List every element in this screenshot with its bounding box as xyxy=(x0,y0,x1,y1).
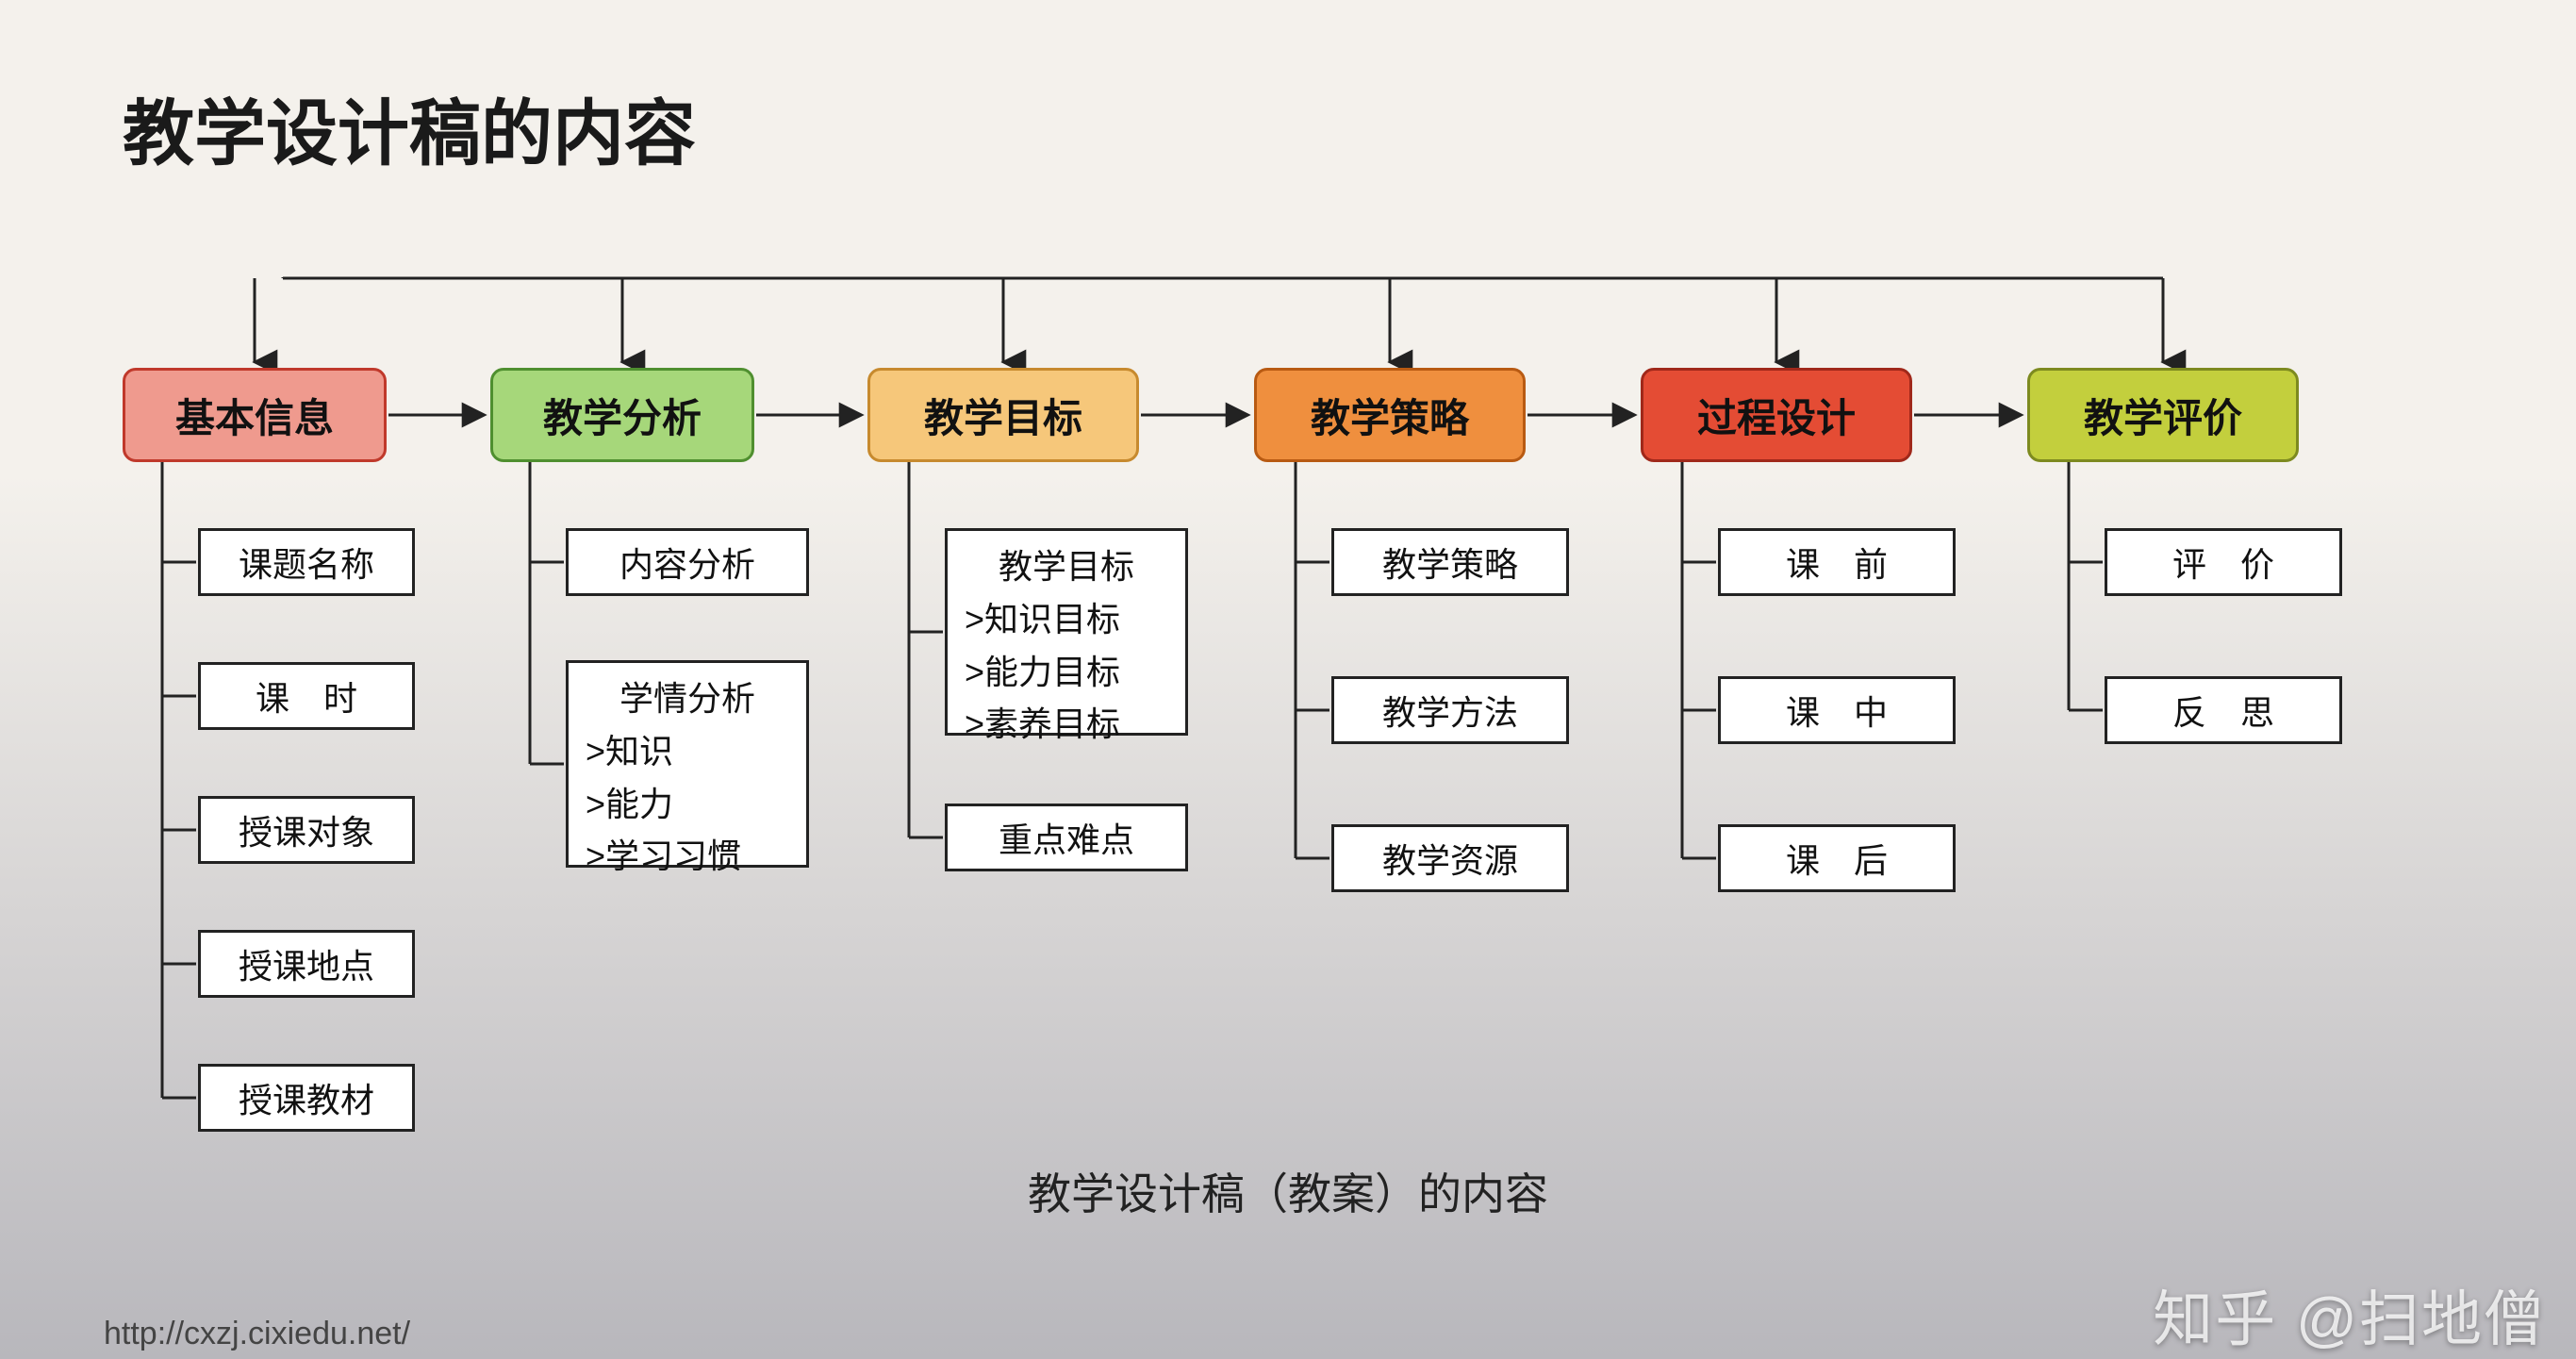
main-node-process: 过程设计 xyxy=(1641,368,1912,462)
main-node-goal: 教学目标 xyxy=(867,368,1139,462)
sub-node-basic-0: 课题名称 xyxy=(198,528,415,596)
sub-node-process-1: 课 中 xyxy=(1718,676,1956,744)
main-node-strategy: 教学策略 xyxy=(1254,368,1526,462)
sub-node-evaluate-0: 评 价 xyxy=(2105,528,2342,596)
sub-node-analysis-1: 学情分析 >知识 >能力 >学习习惯 xyxy=(566,660,809,868)
sub-node-strategy-0: 教学策略 xyxy=(1331,528,1569,596)
footer-url: http://cxzj.cixiedu.net/ xyxy=(104,1316,410,1352)
sub-node-strategy-2: 教学资源 xyxy=(1331,824,1569,892)
main-node-analysis: 教学分析 xyxy=(490,368,754,462)
page-subtitle: 教学设计稿（教案）的内容 xyxy=(911,1160,1665,1222)
sub-node-basic-3: 授课地点 xyxy=(198,930,415,998)
watermark: 知乎 @扫地僧 xyxy=(2153,1271,2546,1358)
sub-node-basic-2: 授课对象 xyxy=(198,796,415,864)
sub-node-goal-1: 重点难点 xyxy=(945,804,1188,871)
page-title: 教学设计稿的内容 xyxy=(123,75,696,179)
sub-node-process-2: 课 后 xyxy=(1718,824,1956,892)
main-node-basic: 基本信息 xyxy=(123,368,387,462)
sub-node-goal-0: 教学目标 >知识目标 >能力目标 >素养目标 xyxy=(945,528,1188,736)
main-node-evaluate: 教学评价 xyxy=(2027,368,2299,462)
sub-node-basic-4: 授课教材 xyxy=(198,1064,415,1132)
sub-node-evaluate-1: 反 思 xyxy=(2105,676,2342,744)
sub-node-analysis-0: 内容分析 xyxy=(566,528,809,596)
sub-node-strategy-1: 教学方法 xyxy=(1331,676,1569,744)
sub-node-basic-1: 课 时 xyxy=(198,662,415,730)
sub-node-process-0: 课 前 xyxy=(1718,528,1956,596)
